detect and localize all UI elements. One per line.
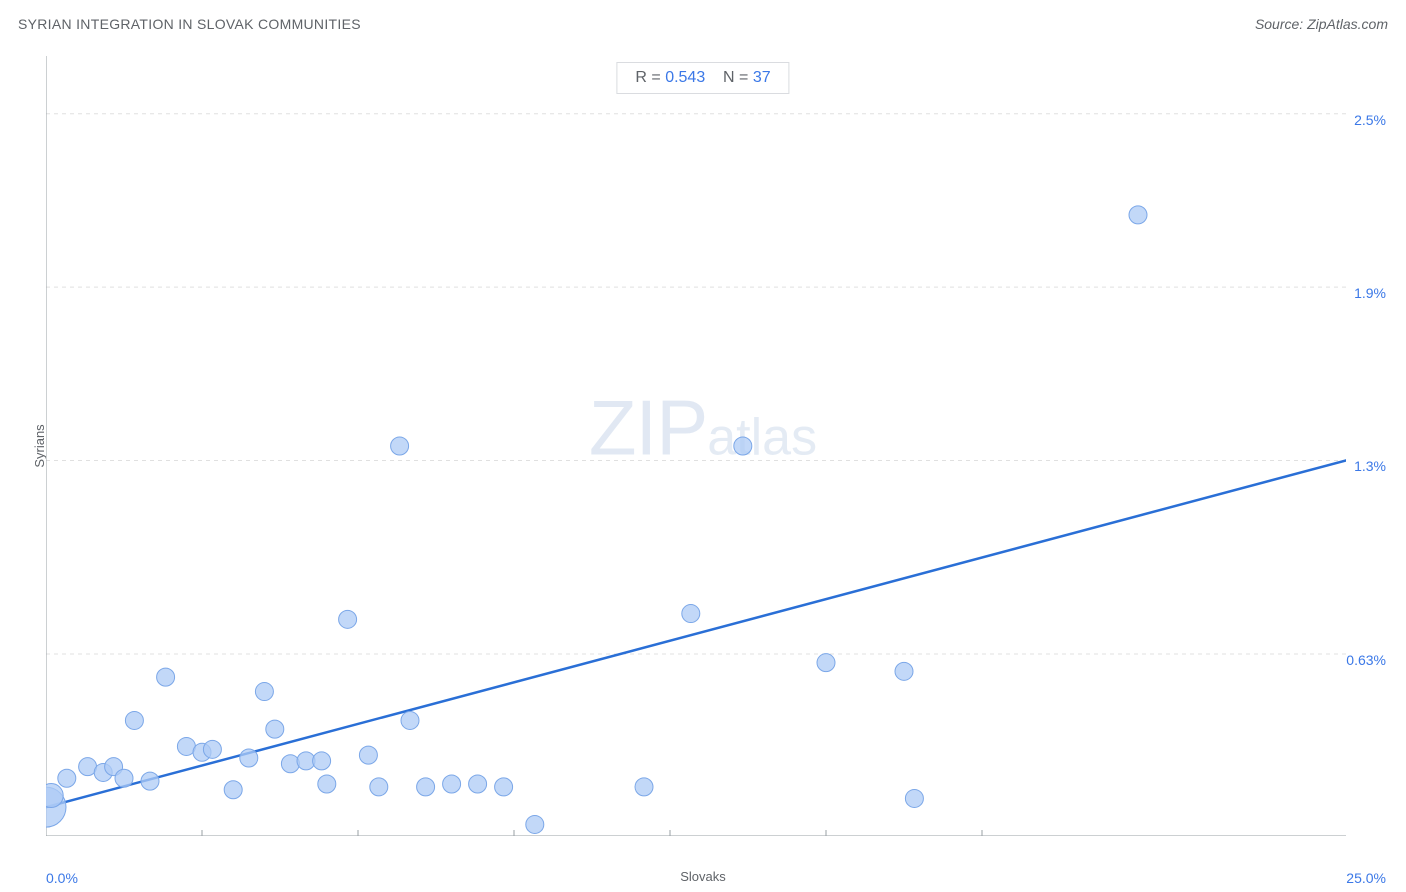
y-tick-label: 1.9% [1354, 285, 1386, 301]
y-axis-label: Syrians [32, 424, 47, 467]
x-min-label: 0.0% [46, 870, 78, 886]
y-tick-label: 1.3% [1354, 458, 1386, 474]
y-tick-label: 2.5% [1354, 112, 1386, 128]
x-max-label: 25.0% [1346, 870, 1386, 886]
scatter-chart [46, 56, 1346, 836]
n-label: N = [723, 69, 753, 86]
chart-title: SYRIAN INTEGRATION IN SLOVAK COMMUNITIES [18, 16, 361, 32]
chart-header: SYRIAN INTEGRATION IN SLOVAK COMMUNITIES… [0, 0, 1406, 48]
stats-box: R = 0.543 N = 37 [616, 62, 789, 94]
r-label: R = [635, 69, 665, 86]
n-value: 37 [753, 69, 771, 86]
x-axis-label: Slovaks [680, 869, 726, 884]
y-tick-label: 0.63% [1346, 652, 1386, 668]
source-label: Source: ZipAtlas.com [1255, 16, 1388, 32]
r-value: 0.543 [665, 69, 705, 86]
